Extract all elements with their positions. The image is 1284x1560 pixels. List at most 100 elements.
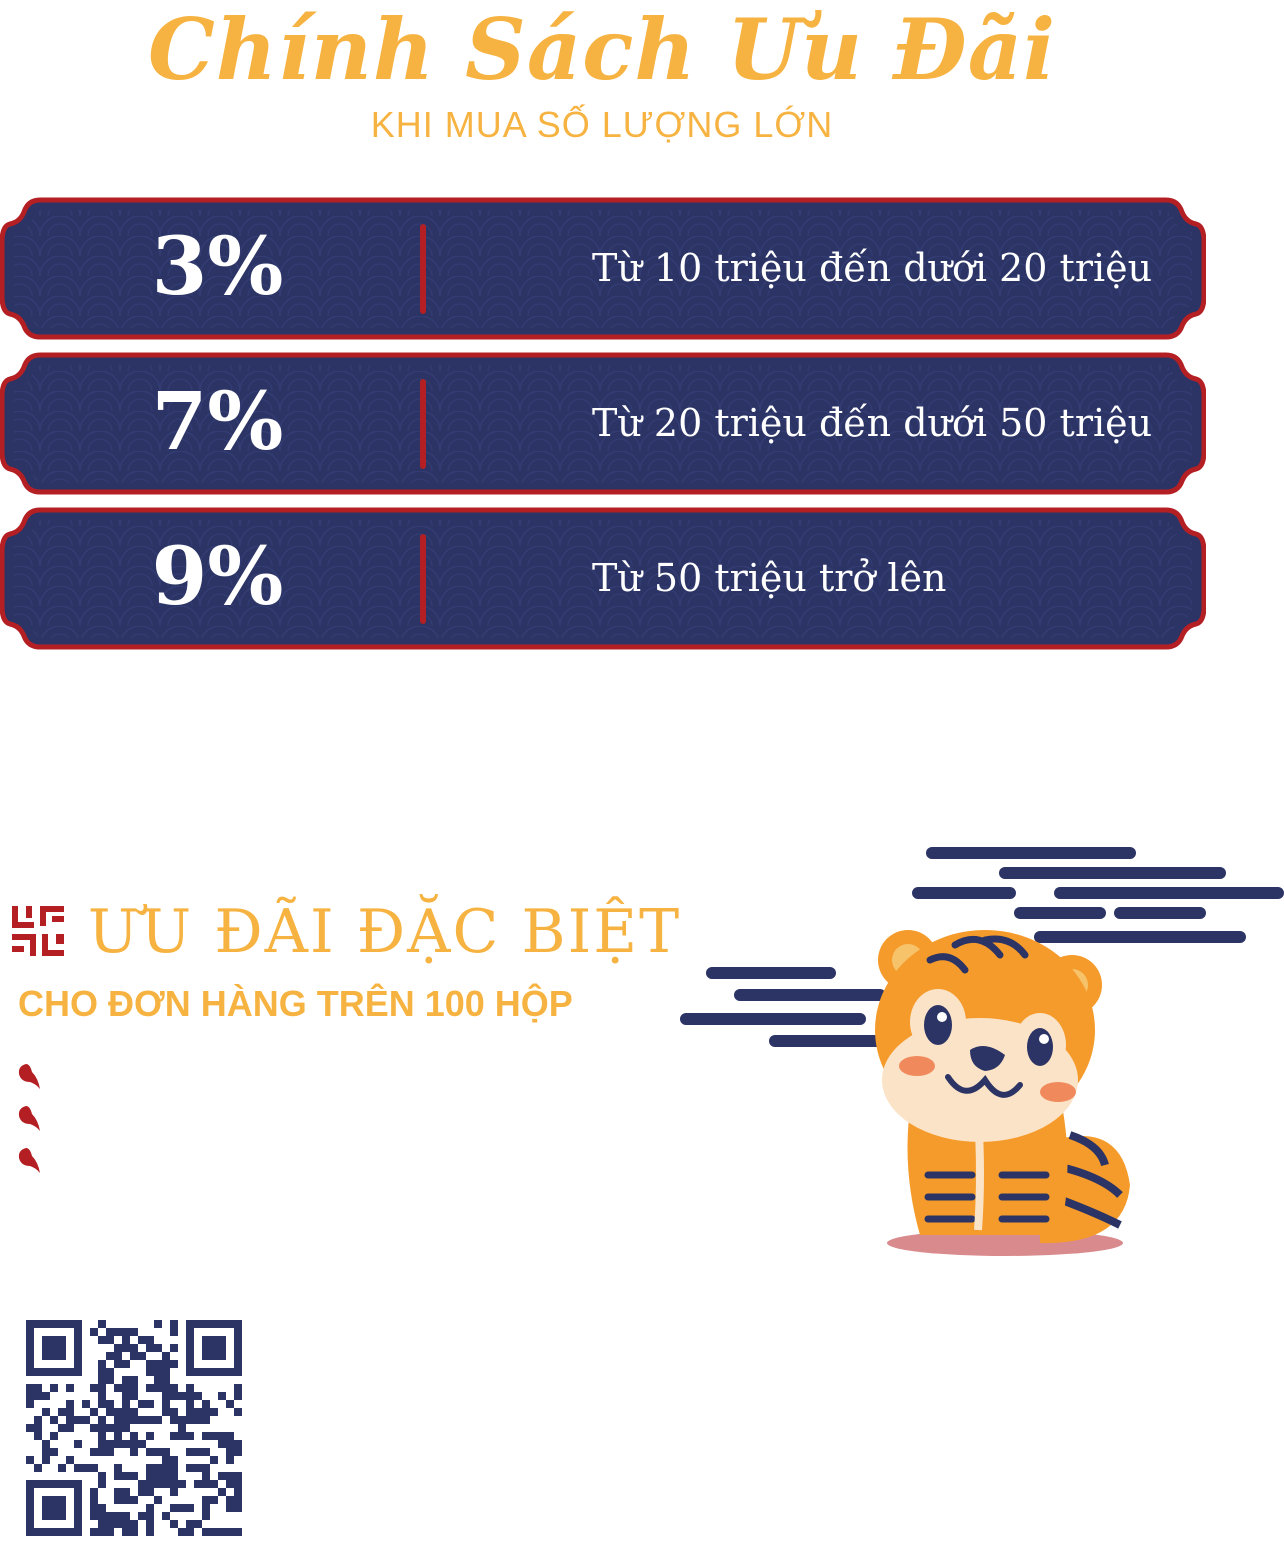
qr-module	[130, 1328, 138, 1336]
qr-module	[98, 1376, 106, 1384]
qr-module	[146, 1432, 154, 1440]
qr-module	[170, 1344, 178, 1352]
qr-module	[162, 1408, 170, 1416]
qr-module	[122, 1520, 130, 1528]
qr-module	[146, 1384, 154, 1392]
qr-module	[130, 1472, 138, 1480]
qr-module	[146, 1416, 154, 1424]
qr-code	[26, 1320, 242, 1536]
qr-module	[170, 1360, 178, 1368]
qr-module	[178, 1424, 186, 1432]
qr-module	[162, 1368, 170, 1376]
tier-divider	[420, 534, 426, 624]
qr-module	[234, 1472, 242, 1480]
qr-module	[162, 1384, 170, 1392]
qr-module	[186, 1392, 194, 1400]
qr-module	[186, 1520, 194, 1528]
qr-module	[162, 1464, 170, 1472]
qr-module	[178, 1480, 186, 1488]
qr-module	[218, 1488, 226, 1496]
qr-module	[122, 1416, 130, 1424]
qr-module	[34, 1464, 42, 1472]
qr-module	[186, 1416, 194, 1424]
qr-module	[98, 1384, 106, 1392]
tier-divider	[420, 379, 426, 469]
qr-module	[90, 1488, 98, 1496]
qr-module	[202, 1416, 210, 1424]
qr-module	[114, 1432, 122, 1440]
qr-module	[138, 1336, 146, 1344]
qr-module	[114, 1384, 122, 1392]
qr-module	[114, 1352, 122, 1360]
qr-module	[170, 1456, 178, 1464]
qr-module	[178, 1416, 186, 1424]
qr-module	[114, 1424, 122, 1432]
qr-module	[202, 1448, 210, 1456]
qr-module	[194, 1464, 202, 1472]
qr-module	[122, 1376, 130, 1384]
qr-module	[186, 1464, 194, 1472]
qr-module	[170, 1472, 178, 1480]
qr-module	[106, 1512, 114, 1520]
qr-module	[162, 1376, 170, 1384]
qr-module	[90, 1408, 98, 1416]
qr-module	[50, 1384, 58, 1392]
qr-module	[186, 1448, 194, 1456]
discount-range: Từ 20 triệu đến dưới 50 triệu	[592, 401, 1153, 445]
qr-module	[106, 1440, 114, 1448]
tier-plate	[0, 197, 1206, 340]
discount-range: Từ 50 triệu trở lên	[592, 556, 947, 600]
qr-module	[58, 1464, 66, 1472]
qr-module	[162, 1456, 170, 1464]
qr-module	[130, 1344, 138, 1352]
qr-module	[90, 1384, 98, 1392]
qr-module	[170, 1488, 178, 1496]
qr-module	[98, 1432, 106, 1440]
qr-module	[122, 1328, 130, 1336]
qr-module	[34, 1432, 42, 1440]
qr-module	[146, 1336, 154, 1344]
qr-module	[98, 1336, 106, 1344]
qr-module	[170, 1384, 178, 1392]
qr-module	[202, 1464, 210, 1472]
qr-module	[98, 1520, 106, 1528]
qr-module	[146, 1344, 154, 1352]
qr-module	[170, 1504, 178, 1512]
qr-module	[130, 1440, 138, 1448]
qr-module	[226, 1440, 234, 1448]
qr-module	[154, 1448, 162, 1456]
qr-module	[98, 1440, 106, 1448]
qr-module	[130, 1448, 138, 1456]
qr-module	[170, 1416, 178, 1424]
qr-module	[154, 1320, 162, 1328]
qr-module	[130, 1384, 138, 1392]
qr-module	[146, 1512, 154, 1520]
qr-module	[170, 1392, 178, 1400]
qr-module	[154, 1384, 162, 1392]
qr-module	[114, 1512, 122, 1520]
qr-module	[186, 1504, 194, 1512]
qr-module	[106, 1368, 114, 1376]
discount-tier-1: 3% Từ 10 triệu đến dưới 20 triệu	[0, 196, 1206, 341]
qr-module	[42, 1440, 50, 1448]
qr-module	[50, 1448, 58, 1456]
qr-module	[146, 1400, 154, 1408]
qr-module	[26, 1400, 34, 1408]
qr-module	[114, 1360, 122, 1368]
qr-module	[178, 1504, 186, 1512]
qr-module	[82, 1400, 90, 1408]
qr-module	[178, 1392, 186, 1400]
qr-module	[82, 1416, 90, 1424]
qr-module	[122, 1400, 130, 1408]
qr-module	[218, 1392, 226, 1400]
qr-module	[114, 1408, 122, 1416]
qr-module	[194, 1448, 202, 1456]
qr-module	[90, 1504, 98, 1512]
qr-module	[138, 1488, 146, 1496]
qr-module	[98, 1360, 106, 1368]
qr-module	[138, 1480, 146, 1488]
qr-module	[74, 1464, 82, 1472]
qr-module	[210, 1408, 218, 1416]
qr-module	[106, 1400, 114, 1408]
qr-module	[26, 1384, 34, 1392]
